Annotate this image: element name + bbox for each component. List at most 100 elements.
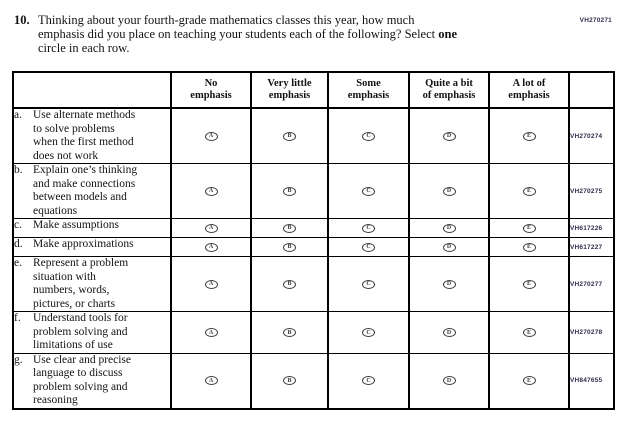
row-code: VH270278	[568, 311, 615, 354]
row-text: Make assumptions	[33, 219, 119, 231]
row-text: Represent a problem situation with numbe…	[33, 257, 129, 310]
oval-option-b[interactable]: B	[283, 186, 296, 196]
question-number: 10.	[14, 13, 30, 27]
option-cell-quite-a-bit-of-emphasis: D	[408, 107, 490, 164]
oval-option-c[interactable]: C	[362, 186, 375, 196]
option-cell-very-little-emphasis: B	[250, 218, 329, 238]
option-cell-a-lot-of-emphasis: E	[488, 218, 570, 238]
column-header-very-little-emphasis: Very little emphasis	[250, 71, 329, 109]
row-code: VH617226	[568, 218, 615, 238]
option-cell-some-emphasis: C	[327, 218, 410, 238]
row-letter: b.	[14, 164, 23, 176]
oval-option-e[interactable]: E	[522, 186, 536, 196]
row-label-cell: d. Make approximations	[12, 237, 172, 257]
oval-option-b[interactable]: B	[283, 131, 296, 141]
option-cell-some-emphasis: C	[327, 256, 410, 312]
row-text: Understand tools for problem solving and…	[33, 312, 128, 351]
emphasis-matrix-table: No emphasis Very little emphasis Some em…	[12, 71, 615, 410]
oval-option-b[interactable]: B	[283, 279, 296, 289]
oval-option-e[interactable]: E	[522, 328, 536, 338]
option-cell-some-emphasis: C	[327, 311, 410, 354]
option-cell-no-emphasis: A	[170, 107, 252, 164]
option-cell-a-lot-of-emphasis: E	[488, 163, 570, 219]
table-row-d: d. Make approximations A B C D E VH61722…	[12, 237, 615, 257]
oval-option-c[interactable]: C	[362, 328, 375, 338]
oval-option-e[interactable]: E	[522, 223, 536, 233]
oval-option-b[interactable]: B	[283, 242, 296, 252]
row-code: VH617227	[568, 237, 615, 257]
oval-option-d[interactable]: D	[442, 131, 456, 141]
question-line-2: emphasis did you place on teaching your …	[38, 27, 457, 41]
table-row-c: c. Make assumptions A B C D E VH617226	[12, 218, 615, 238]
row-letter: f.	[14, 312, 21, 324]
option-cell-quite-a-bit-of-emphasis: D	[408, 311, 490, 354]
oval-option-c[interactable]: C	[362, 223, 375, 233]
row-code: VH270274	[568, 107, 615, 164]
header-row: No emphasis Very little emphasis Some em…	[12, 71, 615, 109]
option-cell-very-little-emphasis: B	[250, 352, 329, 409]
option-cell-no-emphasis: A	[170, 218, 252, 238]
oval-option-b[interactable]: B	[283, 328, 296, 338]
row-letter: d.	[14, 238, 23, 250]
oval-option-c[interactable]: C	[362, 242, 375, 252]
oval-option-d[interactable]: D	[442, 279, 456, 289]
row-text: Make approximations	[33, 238, 134, 250]
oval-option-c[interactable]: C	[362, 131, 375, 141]
oval-option-a[interactable]: A	[204, 242, 218, 252]
oval-option-a[interactable]: A	[204, 131, 218, 141]
option-cell-some-emphasis: C	[327, 352, 410, 409]
table-row-b: b. Explain one’s thinking and make conne…	[12, 163, 615, 219]
row-code: VH270277	[568, 256, 615, 312]
option-cell-a-lot-of-emphasis: E	[488, 107, 570, 164]
oval-option-e[interactable]: E	[522, 242, 536, 252]
oval-option-d[interactable]: D	[442, 376, 456, 386]
question-text: Thinking about your fourth-grade mathema…	[38, 13, 457, 55]
table-row-a: a. Use alternate methods to solve proble…	[12, 107, 615, 164]
option-cell-very-little-emphasis: B	[250, 256, 329, 312]
row-label-cell: b. Explain one’s thinking and make conne…	[12, 163, 172, 219]
oval-option-e[interactable]: E	[522, 376, 536, 386]
row-letter: c.	[14, 219, 22, 231]
option-cell-a-lot-of-emphasis: E	[488, 352, 570, 409]
oval-option-c[interactable]: C	[362, 279, 375, 289]
row-letter: a.	[14, 109, 22, 121]
table-row-g: g. Use clear and precise language to dis…	[12, 352, 615, 409]
column-header-quite-a-bit-of-emphasis: Quite a bit of emphasis	[408, 71, 490, 109]
oval-option-e[interactable]: E	[522, 279, 536, 289]
option-cell-quite-a-bit-of-emphasis: D	[408, 352, 490, 409]
header-empty-label-column	[12, 71, 172, 109]
row-label-cell: g. Use clear and precise language to dis…	[12, 352, 172, 409]
oval-option-a[interactable]: A	[204, 328, 218, 338]
oval-option-c[interactable]: C	[362, 376, 375, 386]
option-cell-quite-a-bit-of-emphasis: D	[408, 256, 490, 312]
oval-option-d[interactable]: D	[442, 186, 456, 196]
oval-option-e[interactable]: E	[522, 131, 536, 141]
option-cell-a-lot-of-emphasis: E	[488, 256, 570, 312]
column-header-no-emphasis: No emphasis	[170, 71, 252, 109]
oval-option-b[interactable]: B	[283, 376, 296, 386]
oval-option-a[interactable]: A	[204, 376, 218, 386]
column-header-a-lot-of-emphasis: A lot of emphasis	[488, 71, 570, 109]
oval-option-a[interactable]: A	[204, 223, 218, 233]
row-text: Explain one’s thinking and make connecti…	[33, 164, 138, 217]
option-cell-some-emphasis: C	[327, 237, 410, 257]
column-header-some-emphasis: Some emphasis	[327, 71, 410, 109]
option-cell-very-little-emphasis: B	[250, 311, 329, 354]
table-row-e: e. Represent a problem situation with nu…	[12, 256, 615, 312]
option-cell-very-little-emphasis: B	[250, 237, 329, 257]
oval-option-d[interactable]: D	[442, 328, 456, 338]
oval-option-d[interactable]: D	[442, 223, 456, 233]
header-empty-code-column	[568, 71, 615, 109]
oval-option-a[interactable]: A	[204, 186, 218, 196]
option-cell-quite-a-bit-of-emphasis: D	[408, 218, 490, 238]
row-letter: e.	[14, 257, 22, 269]
row-letter: g.	[14, 353, 23, 366]
bold-word-one: one	[438, 27, 457, 41]
option-cell-no-emphasis: A	[170, 237, 252, 257]
oval-option-d[interactable]: D	[442, 242, 456, 252]
oval-option-a[interactable]: A	[204, 279, 218, 289]
form-code-top-right: VH270271	[579, 17, 612, 24]
table-row-f: f. Understand tools for problem solving …	[12, 311, 615, 354]
oval-option-b[interactable]: B	[283, 223, 296, 233]
row-code: VH270275	[568, 163, 615, 219]
